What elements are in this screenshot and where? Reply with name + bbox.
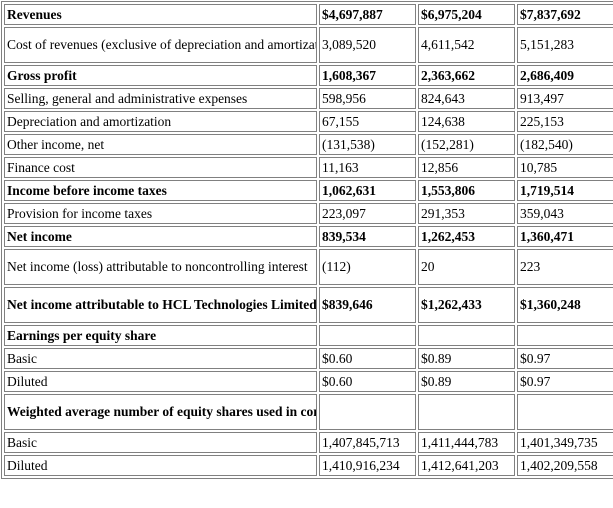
row-noncontrolling-interest: Net income (loss) attributable to noncon… [4, 249, 613, 285]
value-cell: 824,643 [418, 88, 515, 109]
row-eps-basic: Basic $0.60 $0.89 $0.97 [4, 348, 613, 369]
value-cell: 1,412,641,203 [418, 455, 515, 476]
value-cell [517, 325, 613, 346]
row-label: Earnings per equity share [4, 325, 317, 346]
value-cell: 1,262,453 [418, 226, 515, 247]
value-cell: $0.60 [319, 348, 416, 369]
value-cell: 20 [418, 249, 515, 285]
row-revenues: Revenues $4,697,887 $6,975,204 $7,837,69… [4, 4, 613, 25]
value-cell: $0.60 [319, 371, 416, 392]
row-label: Selling, general and administrative expe… [4, 88, 317, 109]
value-cell [418, 325, 515, 346]
value-cell: 124,638 [418, 111, 515, 132]
row-label: Revenues [4, 4, 317, 25]
value-cell: (112) [319, 249, 416, 285]
row-provision-taxes: Provision for income taxes 223,097 291,3… [4, 203, 613, 224]
value-cell: 1,062,631 [319, 180, 416, 201]
value-cell: 598,956 [319, 88, 416, 109]
row-eps-header: Earnings per equity share [4, 325, 613, 346]
value-cell [319, 325, 416, 346]
row-label: Basic [4, 348, 317, 369]
value-cell: $6,975,204 [418, 4, 515, 25]
row-depreciation: Depreciation and amortization 67,155 124… [4, 111, 613, 132]
value-cell: 11,163 [319, 157, 416, 178]
value-cell: 913,497 [517, 88, 613, 109]
value-cell: (182,540) [517, 134, 613, 155]
row-net-income: Net income 839,534 1,262,453 1,360,471 [4, 226, 613, 247]
row-label: Income before income taxes [4, 180, 317, 201]
value-cell: 223,097 [319, 203, 416, 224]
row-label: Depreciation and amortization [4, 111, 317, 132]
value-cell: $0.97 [517, 371, 613, 392]
value-cell: 1,407,845,713 [319, 432, 416, 453]
value-cell [517, 394, 613, 430]
value-cell: (131,538) [319, 134, 416, 155]
value-cell: $839,646 [319, 287, 416, 323]
row-label: Diluted [4, 371, 317, 392]
value-cell: 3,089,520 [319, 27, 416, 63]
value-cell: $4,697,887 [319, 4, 416, 25]
value-cell: 223 [517, 249, 613, 285]
row-label: Net income attributable to HCL Technolog… [4, 287, 317, 323]
value-cell: 4,611,542 [418, 27, 515, 63]
value-cell: 1,608,367 [319, 65, 416, 86]
value-cell: 1,360,471 [517, 226, 613, 247]
row-label: Finance cost [4, 157, 317, 178]
value-cell: 839,534 [319, 226, 416, 247]
row-label: Gross profit [4, 65, 317, 86]
row-eps-diluted: Diluted $0.60 $0.89 $0.97 [4, 371, 613, 392]
value-cell: $1,360,248 [517, 287, 613, 323]
value-cell: 10,785 [517, 157, 613, 178]
value-cell: (152,281) [418, 134, 515, 155]
value-cell: 359,043 [517, 203, 613, 224]
value-cell: 1,411,444,783 [418, 432, 515, 453]
value-cell: $1,262,433 [418, 287, 515, 323]
value-cell: 1,719,514 [517, 180, 613, 201]
row-label: Net income [4, 226, 317, 247]
value-cell: 2,686,409 [517, 65, 613, 86]
value-cell: 225,153 [517, 111, 613, 132]
row-label: Cost of revenues (exclusive of depreciat… [4, 27, 317, 63]
row-label: Other income, net [4, 134, 317, 155]
value-cell: 1,553,806 [418, 180, 515, 201]
row-label: Provision for income taxes [4, 203, 317, 224]
value-cell: 1,402,209,558 [517, 455, 613, 476]
row-shares-basic: Basic 1,407,845,713 1,411,444,783 1,401,… [4, 432, 613, 453]
value-cell [319, 394, 416, 430]
row-shares-diluted: Diluted 1,410,916,234 1,412,641,203 1,40… [4, 455, 613, 476]
value-cell: $0.89 [418, 348, 515, 369]
value-cell: 1,401,349,735 [517, 432, 613, 453]
row-net-income-attributable: Net income attributable to HCL Technolog… [4, 287, 613, 323]
value-cell: 291,353 [418, 203, 515, 224]
row-label: Weighted average number of equity shares… [4, 394, 317, 430]
value-cell: $0.97 [517, 348, 613, 369]
row-gross-profit: Gross profit 1,608,367 2,363,662 2,686,4… [4, 65, 613, 86]
row-label: Diluted [4, 455, 317, 476]
value-cell: 67,155 [319, 111, 416, 132]
value-cell: 5,151,283 [517, 27, 613, 63]
row-income-before-taxes: Income before income taxes 1,062,631 1,5… [4, 180, 613, 201]
row-other-income: Other income, net (131,538) (152,281) (1… [4, 134, 613, 155]
value-cell: $7,837,692 [517, 4, 613, 25]
value-cell: 1,410,916,234 [319, 455, 416, 476]
value-cell [418, 394, 515, 430]
row-label: Basic [4, 432, 317, 453]
row-finance-cost: Finance cost 11,163 12,856 10,785 [4, 157, 613, 178]
row-sga-expenses: Selling, general and administrative expe… [4, 88, 613, 109]
value-cell: 2,363,662 [418, 65, 515, 86]
value-cell: $0.89 [418, 371, 515, 392]
value-cell: 12,856 [418, 157, 515, 178]
row-weighted-shares-header: Weighted average number of equity shares… [4, 394, 613, 430]
row-label: Net income (loss) attributable to noncon… [4, 249, 317, 285]
income-statement-table: Revenues $4,697,887 $6,975,204 $7,837,69… [1, 1, 613, 479]
row-cost-of-revenues: Cost of revenues (exclusive of depreciat… [4, 27, 613, 63]
